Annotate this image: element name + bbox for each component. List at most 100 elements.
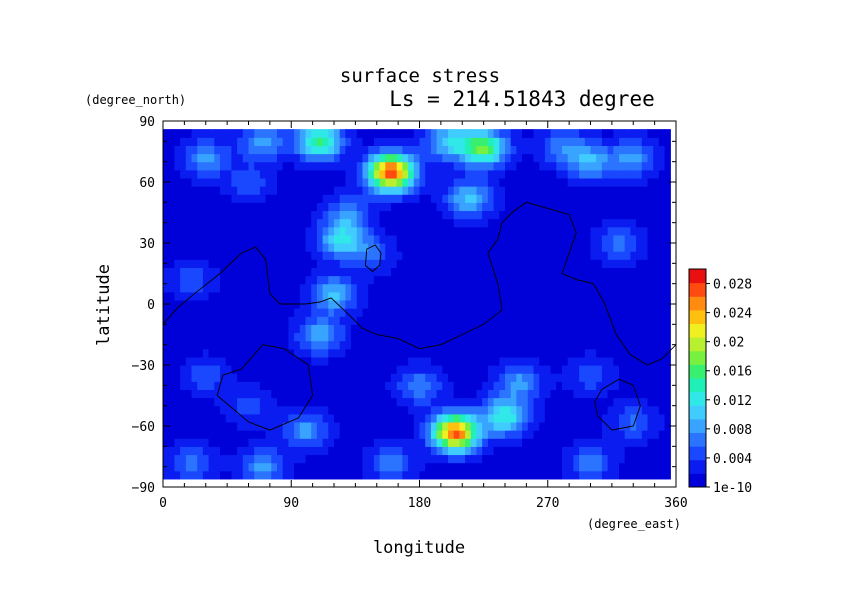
heatmap-cell — [180, 275, 187, 285]
heatmap-cell — [385, 470, 392, 480]
heatmap-cell — [311, 430, 318, 439]
heatmap-cell — [476, 218, 483, 228]
heatmap-cell — [636, 462, 643, 472]
heatmap-cell — [225, 137, 232, 146]
heatmap-cell — [220, 194, 227, 203]
heatmap-cell — [482, 316, 489, 325]
heatmap-cell — [379, 421, 386, 431]
heatmap-cell — [522, 137, 529, 146]
heatmap-cell — [339, 381, 346, 390]
heatmap-cell — [590, 194, 597, 203]
heatmap-cell — [311, 283, 318, 293]
heatmap-cell — [562, 218, 569, 228]
heatmap-cell — [185, 413, 193, 423]
heatmap-cell — [254, 243, 261, 252]
heatmap-cell — [174, 348, 181, 358]
heatmap-cell — [197, 218, 204, 228]
heatmap-cell — [334, 177, 341, 187]
heatmap-cell — [522, 308, 529, 317]
heatmap-cell — [419, 454, 426, 464]
heatmap-cell — [487, 153, 495, 163]
heatmap-cell — [630, 340, 637, 350]
heatmap-cell — [584, 275, 592, 285]
heatmap-cell — [345, 316, 352, 325]
heatmap-cell — [636, 365, 643, 374]
heatmap-cell — [316, 454, 324, 464]
heatmap-cell — [237, 430, 244, 439]
heatmap-cell — [556, 275, 563, 285]
heatmap-cell — [163, 389, 170, 399]
heatmap-cell — [567, 267, 574, 277]
heatmap-cell — [544, 405, 552, 415]
heatmap-cell — [482, 446, 489, 456]
heatmap-cell — [294, 430, 301, 439]
heatmap-cell — [345, 462, 352, 472]
heatmap-cell — [584, 137, 592, 146]
heatmap-cell — [573, 381, 580, 390]
heatmap-cell — [277, 389, 284, 399]
heatmap-cell — [379, 137, 386, 146]
heatmap-cell — [191, 194, 198, 203]
heatmap-cell — [465, 397, 472, 407]
heatmap-cell — [208, 267, 215, 277]
heatmap-cell — [465, 194, 472, 203]
heatmap-cell — [316, 186, 324, 195]
heatmap-cell — [482, 462, 489, 472]
heatmap-cell — [231, 251, 238, 260]
heatmap-cell — [425, 470, 432, 480]
heatmap-cell — [436, 332, 443, 342]
heatmap-cell — [328, 389, 335, 399]
heatmap-cell — [539, 259, 546, 268]
heatmap-cell — [277, 137, 284, 146]
heatmap-cell — [465, 340, 472, 350]
heatmap-cell — [619, 283, 626, 293]
heatmap-cell — [579, 194, 586, 203]
heatmap-cell — [288, 430, 295, 439]
heatmap-cell — [636, 324, 643, 334]
heatmap-cell — [607, 291, 614, 301]
heatmap-cell — [539, 397, 546, 407]
heatmap-cell — [288, 373, 295, 382]
heatmap-cell — [248, 454, 255, 464]
heatmap-cell — [636, 454, 643, 464]
heatmap-cell — [510, 145, 517, 155]
heatmap-cell — [579, 405, 586, 415]
heatmap-cell — [396, 283, 403, 293]
heatmap-cell — [516, 177, 523, 187]
heatmap-cell — [601, 389, 609, 399]
heatmap-cell — [322, 177, 329, 187]
heatmap-cell — [527, 438, 535, 447]
heatmap-cell — [396, 137, 403, 146]
heatmap-cell — [522, 316, 529, 325]
heatmap-cell — [419, 186, 426, 195]
heatmap-cell — [299, 137, 307, 146]
heatmap-cell — [368, 470, 375, 480]
heatmap-cell — [584, 283, 592, 293]
heatmap-cell — [356, 454, 364, 464]
heatmap-cell — [408, 251, 415, 260]
heatmap-cell — [373, 251, 381, 260]
heatmap-cell — [658, 283, 666, 293]
heatmap-cell — [185, 129, 193, 138]
heatmap-cell — [248, 177, 255, 187]
heatmap-cell — [271, 267, 278, 277]
heatmap-cell — [510, 210, 517, 220]
heatmap-cell — [311, 438, 318, 447]
heatmap-cell — [231, 177, 238, 187]
heatmap-cell — [419, 421, 426, 431]
heatmap-cell — [311, 356, 318, 366]
heatmap-cell — [562, 397, 569, 407]
heatmap-cell — [647, 470, 654, 480]
heatmap-cell — [510, 446, 517, 456]
heatmap-cell — [636, 291, 643, 301]
heatmap-cell — [590, 129, 597, 138]
heatmap-cell — [653, 438, 660, 447]
heatmap-cell — [448, 291, 455, 301]
heatmap-cell — [619, 210, 626, 220]
heatmap-cell — [601, 308, 609, 317]
heatmap-cell — [197, 145, 204, 155]
heatmap-cell — [453, 397, 460, 407]
heatmap-cell — [619, 291, 626, 301]
heatmap-cell — [305, 316, 312, 325]
